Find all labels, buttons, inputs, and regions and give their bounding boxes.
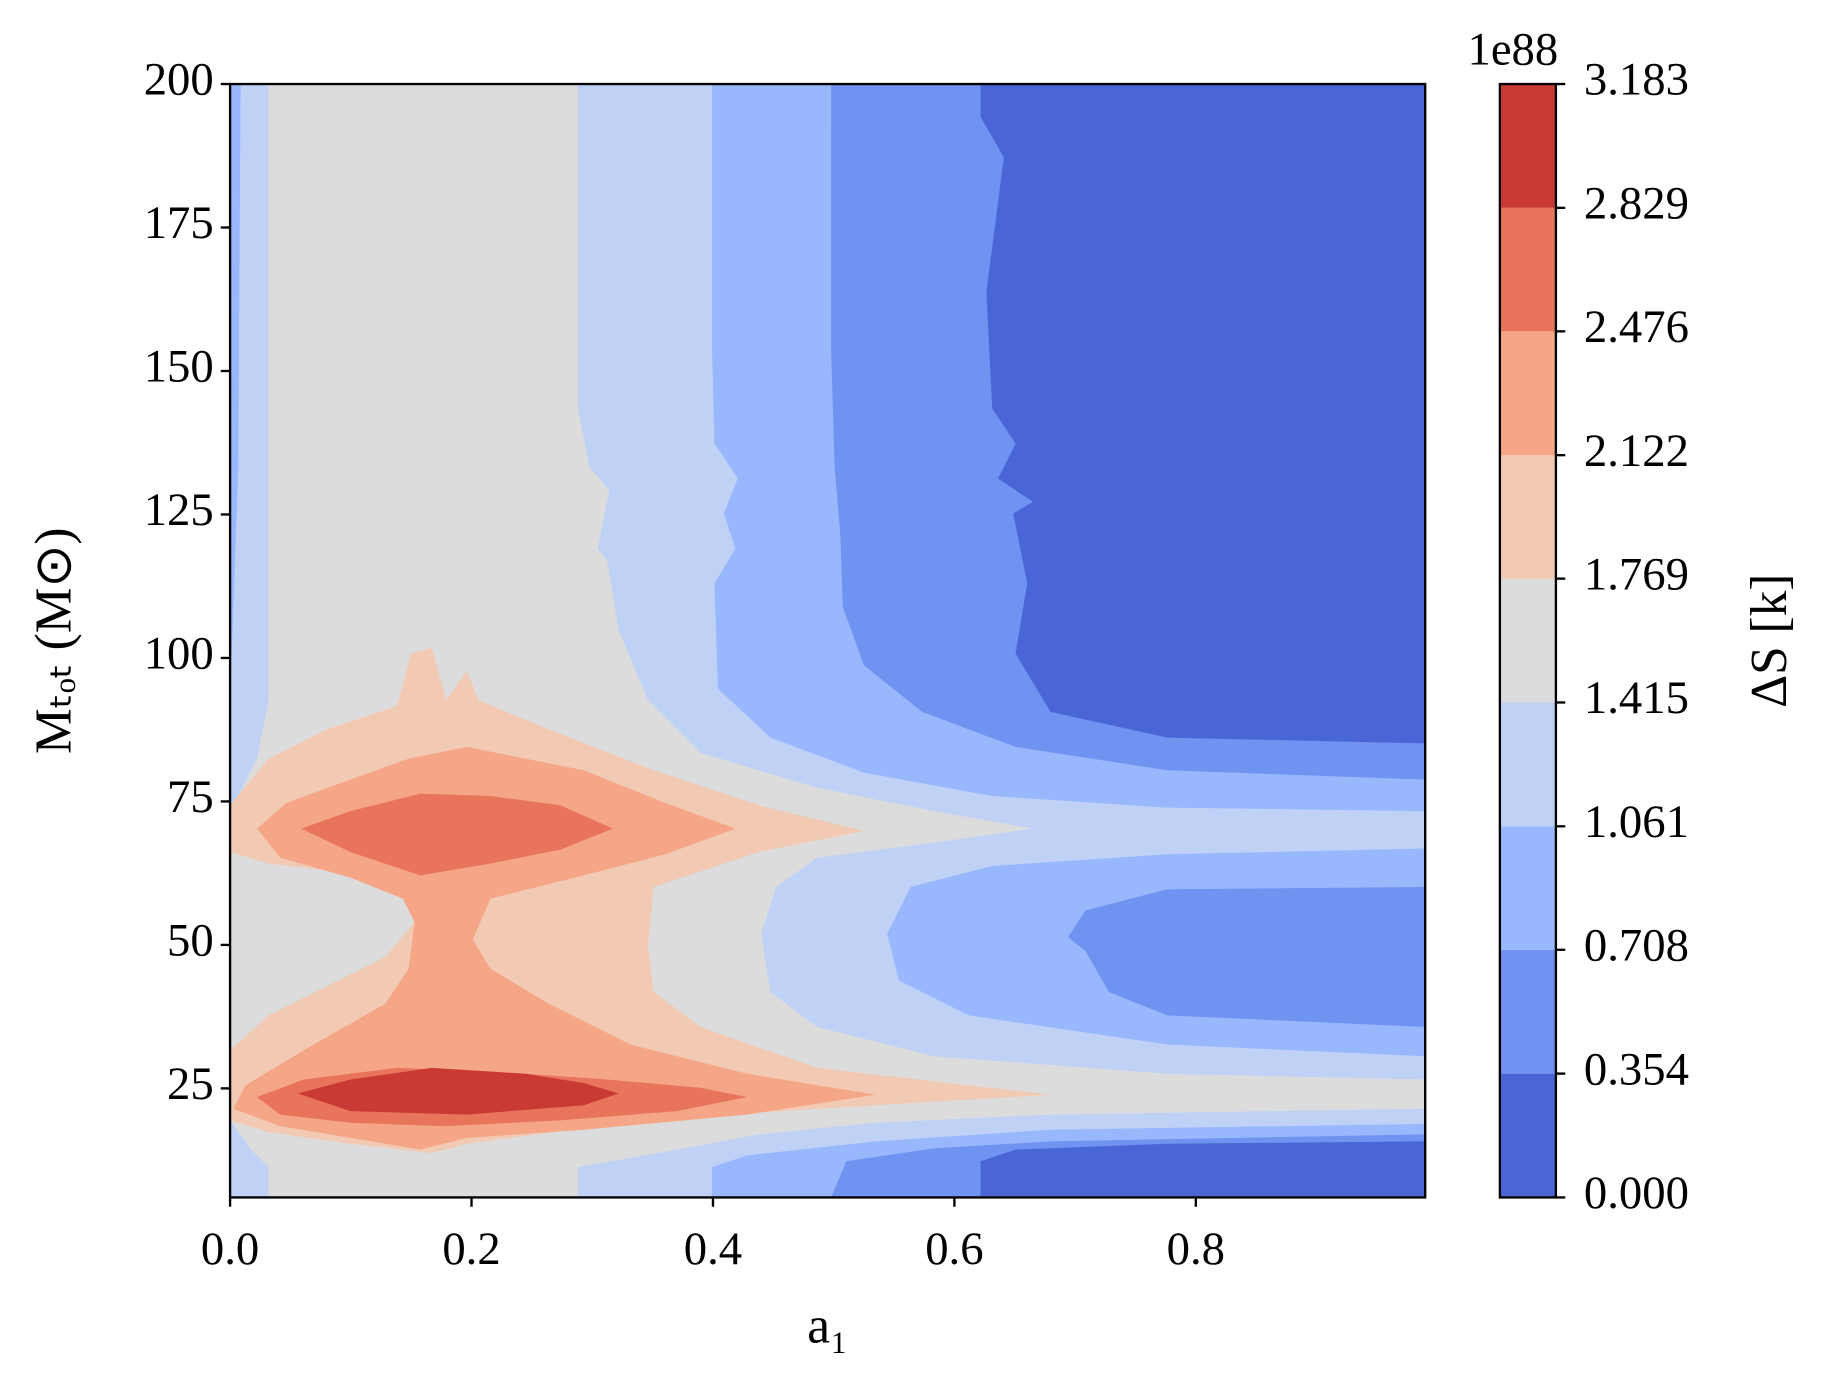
y-tick-label: 125 (144, 484, 214, 536)
x-tick-label: 0.6 (925, 1223, 983, 1275)
x-tick-label: 0.8 (1167, 1223, 1225, 1275)
y-tick-label: 200 (144, 54, 214, 106)
y-tick-label: 150 (144, 341, 214, 393)
colorbar-tick-label: 1.061 (1584, 796, 1689, 848)
colorbar-tick-label: 3.183 (1584, 54, 1689, 106)
colorbar-band (1499, 207, 1556, 332)
colorbar-tick-label: 1.415 (1584, 672, 1689, 724)
colorbar-tick-label: 0.354 (1584, 1043, 1689, 1095)
contour-area (230, 84, 1426, 1198)
contour-band (980, 84, 1426, 744)
colorbar-tick-label: 2.829 (1584, 178, 1689, 230)
colorbar-tick-label: 0.000 (1584, 1167, 1689, 1219)
y-tick-label: 175 (144, 197, 214, 249)
contour-band (1068, 886, 1426, 1028)
contour-band (297, 1067, 619, 1115)
colorbar-band (1499, 578, 1556, 703)
colorbar-tick-label: 2.476 (1584, 301, 1689, 353)
x-axis-label: a₁ (807, 1297, 848, 1354)
x-tick-label: 0.4 (684, 1223, 742, 1275)
x-tick-label: 0.2 (442, 1223, 500, 1275)
colorbar-band (1499, 1073, 1556, 1198)
contour-band (301, 793, 613, 876)
colorbar-offset: 1e88 (1467, 23, 1558, 75)
colorbar-tick-label: 2.122 (1584, 425, 1689, 477)
colorbar-tick-label: 1.769 (1584, 548, 1689, 600)
contour-band (230, 84, 269, 806)
colorbar-band (1499, 702, 1556, 827)
y-tick-label: 50 (167, 915, 214, 967)
contour-band (980, 1141, 1426, 1198)
plot-frame (228, 82, 1427, 1199)
colorbar-band (1499, 84, 1556, 208)
y-axis-label: Mₜₒₜ (M⊙) (25, 528, 82, 754)
y-tick-label: 100 (144, 628, 214, 680)
colorbar-band (1499, 826, 1556, 950)
colorbar-label: ΔS [k] (1741, 574, 1798, 708)
colorbar-band (1499, 949, 1556, 1074)
contour-band (230, 84, 241, 701)
colorbar-tick-label: 0.708 (1584, 919, 1689, 971)
contour-band (230, 1120, 269, 1198)
colorbar-band (1499, 331, 1556, 456)
colorbar-frame (1498, 82, 1558, 1199)
y-tick-label: 75 (167, 771, 214, 823)
x-tick-label: 0.0 (201, 1223, 259, 1275)
colorbar-band (1499, 455, 1556, 579)
y-tick-label: 25 (167, 1058, 214, 1110)
